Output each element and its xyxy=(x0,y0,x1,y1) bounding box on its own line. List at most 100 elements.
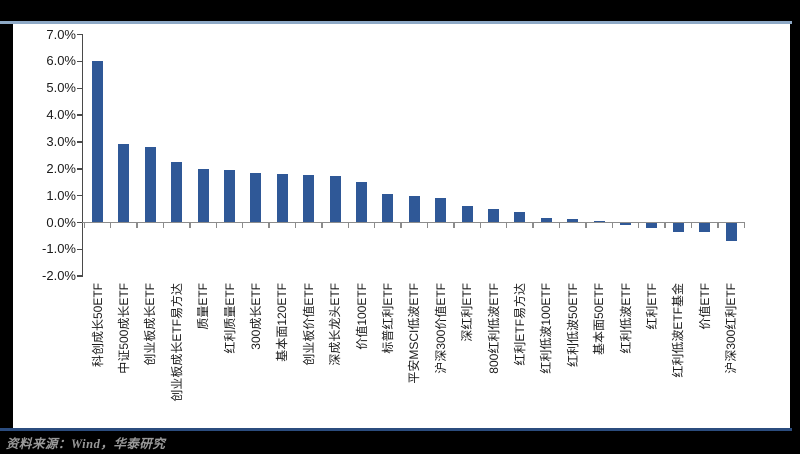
x-axis-category-label: 红利ETF xyxy=(644,283,659,330)
x-axis-category-label: 800红利低波ETF xyxy=(486,283,501,374)
x-axis-category-label: 红利低波100ETF xyxy=(539,283,554,374)
bar xyxy=(92,60,103,223)
x-axis-category-label: 红利ETF易方达 xyxy=(512,283,527,366)
x-axis-tick xyxy=(585,223,587,228)
x-axis-category-label: 创业板成长ETF易方达 xyxy=(169,283,184,402)
x-axis-tick xyxy=(532,223,534,228)
bar xyxy=(567,219,579,223)
bar xyxy=(593,220,605,223)
bar xyxy=(303,174,315,223)
y-axis-tick xyxy=(77,33,83,36)
y-axis-tick-label: 0.0% xyxy=(46,214,76,230)
bar xyxy=(276,173,288,223)
bar xyxy=(488,208,499,223)
x-axis-tick xyxy=(347,223,350,228)
y-axis-tick-label: -1.0% xyxy=(42,241,76,257)
figure-top-border xyxy=(0,21,792,24)
bar xyxy=(329,176,341,223)
y-axis-tick xyxy=(77,141,83,143)
x-axis-tick xyxy=(637,223,640,228)
bar xyxy=(435,198,447,223)
y-axis-tick xyxy=(77,194,83,197)
zero-axis-line xyxy=(82,221,745,224)
x-axis-tick xyxy=(241,223,244,228)
y-axis-tick-label: 3.0% xyxy=(46,133,76,149)
x-axis-category-label: 深红利ETF xyxy=(460,283,475,342)
y-axis-line xyxy=(81,34,83,277)
y-axis-tick xyxy=(77,60,83,63)
y-axis-tick xyxy=(77,275,83,277)
y-axis-tick-label: 6.0% xyxy=(46,53,76,69)
x-axis-category-label: 标普红利ETF xyxy=(380,283,395,354)
bar xyxy=(408,195,420,223)
y-axis-tick-label: 1.0% xyxy=(46,187,76,203)
x-axis-category-label: 沪深300价值ETF xyxy=(433,283,448,374)
y-axis-tick xyxy=(77,87,83,89)
x-axis-tick xyxy=(294,223,297,228)
x-axis-tick xyxy=(136,223,138,228)
y-axis-tick xyxy=(77,248,83,251)
x-axis-category-label: 沪深300红利ETF xyxy=(724,283,739,374)
bar xyxy=(620,222,631,225)
y-axis-tick xyxy=(77,221,83,224)
bar xyxy=(250,172,262,223)
y-axis-tick xyxy=(77,114,83,116)
x-axis-category-label: 300成长ETF xyxy=(248,283,263,350)
x-axis-category-label: 基本面50ETF xyxy=(592,283,607,356)
x-axis-tick xyxy=(189,223,191,228)
bar xyxy=(144,146,156,223)
x-axis-tick xyxy=(717,223,719,228)
x-axis-tick xyxy=(109,223,112,228)
bar xyxy=(646,222,658,229)
x-axis-tick xyxy=(162,223,165,228)
y-axis-tick-label: 2.0% xyxy=(46,160,76,176)
x-axis-category-label: 创业板成长ETF xyxy=(143,283,158,366)
x-axis-tick xyxy=(664,223,666,228)
bar xyxy=(224,169,235,223)
x-axis-category-label: 创业板价值ETF xyxy=(301,283,316,366)
bar xyxy=(514,211,526,223)
x-axis-category-label: 中证500成长ETF xyxy=(116,283,131,374)
x-axis-tick xyxy=(426,223,429,228)
x-axis-category-label: 价值100ETF xyxy=(354,283,369,350)
x-axis-category-label: 科创成长50ETF xyxy=(90,283,105,368)
x-axis-category-label: 价值ETF xyxy=(697,283,712,330)
bar xyxy=(725,222,737,242)
figure-bottom-border xyxy=(0,428,792,431)
x-axis-tick xyxy=(83,223,86,228)
x-axis-category-label: 红利质量ETF xyxy=(222,283,237,354)
x-axis-tick xyxy=(373,223,376,228)
x-axis-tick xyxy=(215,223,218,228)
bar xyxy=(540,218,552,223)
x-axis-tick xyxy=(743,223,746,228)
x-axis-tick xyxy=(479,223,482,228)
y-axis-tick-label: -2.0% xyxy=(42,268,76,284)
x-axis-tick xyxy=(400,223,402,228)
x-axis-tick xyxy=(611,223,614,228)
x-axis-category-label: 基本面120ETF xyxy=(275,283,290,362)
y-axis-tick xyxy=(77,168,83,170)
bar xyxy=(672,222,684,232)
x-axis-category-label: 红利低波ETF xyxy=(618,283,633,354)
bar xyxy=(461,206,473,223)
x-axis-category-label: 深成长龙头ETF xyxy=(328,283,343,366)
y-axis-tick-label: 5.0% xyxy=(46,80,76,96)
x-axis-tick xyxy=(268,223,270,228)
x-axis-tick xyxy=(453,223,455,228)
y-axis-tick-label: 4.0% xyxy=(46,107,76,123)
x-axis-tick xyxy=(321,223,323,228)
x-axis-category-label: 红利低波ETF基金 xyxy=(671,283,686,378)
bar xyxy=(699,222,711,233)
x-axis-tick xyxy=(558,223,561,228)
source-note: 资料来源：Wind，华泰研究 xyxy=(6,437,166,451)
bar xyxy=(356,181,367,223)
x-axis-tick xyxy=(690,223,693,228)
bar xyxy=(382,193,394,223)
bar xyxy=(171,162,183,223)
bar xyxy=(118,144,130,223)
y-axis-tick-label: 7.0% xyxy=(46,26,76,42)
x-axis-category-label: 质量ETF xyxy=(196,283,211,330)
x-axis-category-label: 红利低波50ETF xyxy=(565,283,580,368)
